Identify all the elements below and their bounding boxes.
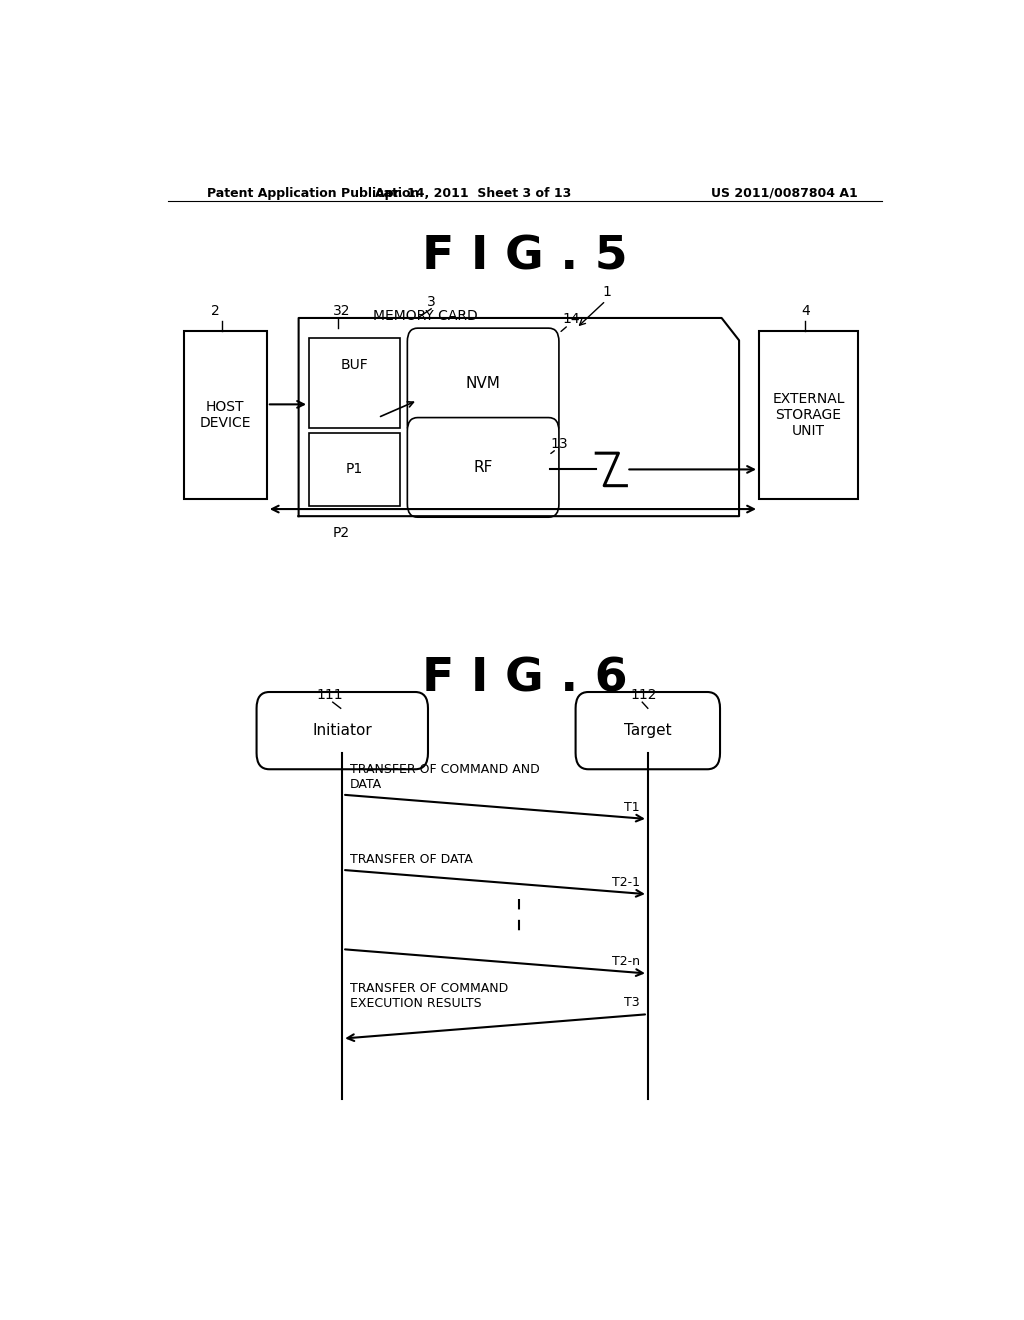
Text: 111: 111 (316, 688, 343, 702)
Text: 112: 112 (631, 688, 656, 702)
Text: Patent Application Publication: Patent Application Publication (207, 187, 420, 199)
Text: NVM: NVM (466, 375, 501, 391)
Text: TRANSFER OF COMMAND AND
DATA: TRANSFER OF COMMAND AND DATA (350, 763, 540, 791)
FancyBboxPatch shape (183, 331, 267, 499)
Text: Initiator: Initiator (312, 723, 372, 738)
FancyBboxPatch shape (575, 692, 720, 770)
Text: BUF: BUF (341, 358, 369, 372)
Text: F I G . 5: F I G . 5 (422, 235, 628, 280)
FancyBboxPatch shape (309, 338, 400, 428)
Text: TRANSFER OF DATA: TRANSFER OF DATA (350, 853, 473, 866)
Text: EXTERNAL
STORAGE
UNIT: EXTERNAL STORAGE UNIT (772, 392, 845, 438)
Text: Target: Target (624, 723, 672, 738)
Text: T3: T3 (625, 997, 640, 1008)
Text: P2: P2 (333, 527, 350, 540)
Text: 2: 2 (211, 304, 220, 318)
Text: US 2011/0087804 A1: US 2011/0087804 A1 (712, 187, 858, 199)
Text: 14: 14 (563, 312, 581, 326)
Text: T1: T1 (625, 801, 640, 814)
Text: HOST
DEVICE: HOST DEVICE (200, 400, 251, 430)
Text: F I G . 6: F I G . 6 (422, 656, 628, 701)
FancyBboxPatch shape (309, 433, 400, 506)
FancyBboxPatch shape (408, 417, 559, 517)
Text: 13: 13 (550, 437, 568, 451)
Text: TRANSFER OF COMMAND
EXECUTION RESULTS: TRANSFER OF COMMAND EXECUTION RESULTS (350, 982, 509, 1010)
Text: 3: 3 (427, 294, 436, 309)
Text: RF: RF (473, 459, 493, 475)
FancyBboxPatch shape (257, 692, 428, 770)
Text: Apr. 14, 2011  Sheet 3 of 13: Apr. 14, 2011 Sheet 3 of 13 (375, 187, 571, 199)
Text: MEMORY CARD: MEMORY CARD (373, 309, 478, 323)
Text: T2-1: T2-1 (612, 876, 640, 890)
Text: 4: 4 (801, 304, 810, 318)
Text: 32: 32 (333, 304, 350, 318)
Text: T2-n: T2-n (612, 956, 640, 969)
FancyBboxPatch shape (408, 329, 559, 438)
Text: 1: 1 (602, 285, 611, 298)
FancyBboxPatch shape (759, 331, 858, 499)
Text: P1: P1 (346, 462, 364, 477)
